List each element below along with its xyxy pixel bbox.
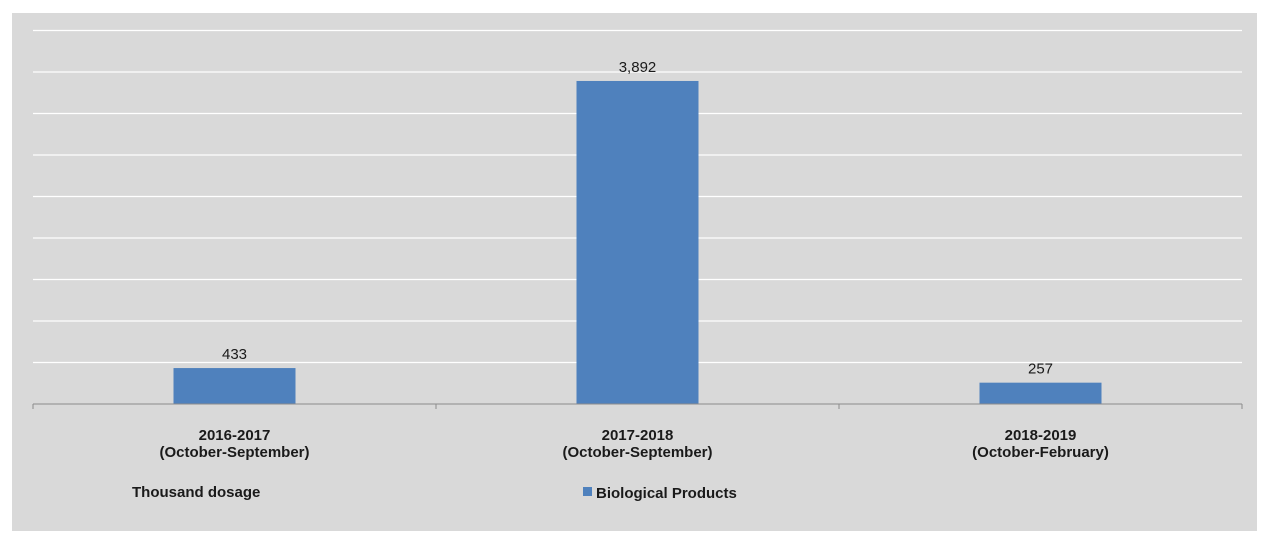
bar-chart: 433 3,892 257 2016-2017 (October-September)… — [32, 29, 1243, 502]
category-label: 2017-2018 (October-September) — [562, 427, 712, 461]
unit-label: Thousand dosage — [132, 484, 260, 501]
legend: Biological Products — [583, 485, 737, 502]
chart-container: 433 3,892 257 2016-2017 (October-September)… — [12, 13, 1257, 531]
data-label: 257 — [1028, 361, 1053, 378]
bar — [173, 368, 296, 404]
x-axis — [32, 403, 1243, 409]
data-label: 3,892 — [619, 59, 657, 76]
data-labels: 433 3,892 257 — [222, 59, 1053, 378]
category-label: 2018-2019 (October-February) — [972, 427, 1109, 461]
bars — [173, 80, 1102, 405]
legend-label: Biological Products — [596, 485, 737, 502]
bar — [576, 80, 699, 405]
data-label: 433 — [222, 346, 247, 363]
bar — [979, 382, 1102, 404]
legend-swatch — [583, 487, 592, 496]
category-label: 2016-2017 (October-September) — [159, 427, 309, 461]
category-labels: 2016-2017 (October-September) 2017-2018 (Oc… — [159, 427, 1108, 461]
